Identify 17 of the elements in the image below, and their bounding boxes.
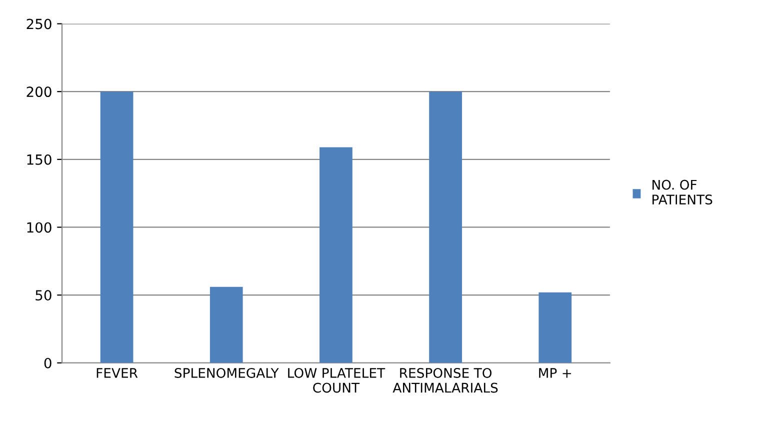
y-tick-label: 0 [44, 358, 52, 368]
y-tick-label: 200 [26, 86, 52, 98]
y-tick-label: 150 [27, 154, 52, 165]
bar [320, 147, 352, 363]
legend-label: NO. OF PATIENTS [652, 180, 712, 205]
x-tick-label: RESPONSE TO ANTIMALARIALS [392, 368, 498, 393]
bar [100, 92, 134, 363]
x-tick-label: FEVER [96, 368, 138, 378]
y-tick-label: 250 [26, 18, 52, 30]
y-tick-label: 50 [36, 290, 52, 301]
bar [210, 286, 243, 363]
bar [538, 292, 572, 363]
y-tick-label: 100 [27, 222, 52, 233]
x-tick-label: SPLENOMEGALY [174, 368, 279, 378]
x-tick-label: LOW PLATELET COUNT [288, 368, 386, 393]
x-tick-label: MP + [539, 368, 572, 378]
bar [429, 92, 462, 363]
